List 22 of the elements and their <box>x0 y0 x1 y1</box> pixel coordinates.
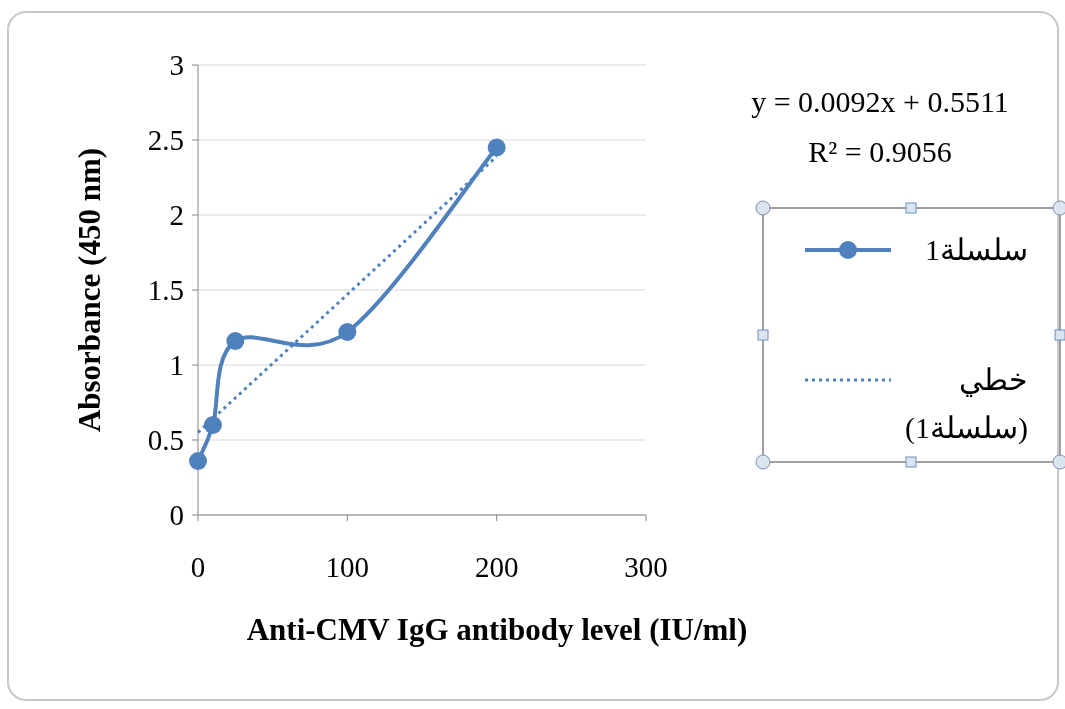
text: y = 0.0092x + 0.5511 <box>751 85 1009 118</box>
y-tick-label: 3 <box>169 49 184 81</box>
y-tick-label: 2.5 <box>147 124 184 156</box>
y-axis-title: Absorbance (450 nm) <box>72 147 107 433</box>
x-tick-label: 0 <box>190 551 206 583</box>
point <box>338 323 357 341</box>
x-tick-label: 300 <box>624 551 668 583</box>
x-axis-title: Anti-CMV IgG antibody level (IU/ml) <box>246 612 748 647</box>
y-tick-label: 1.5 <box>147 274 184 306</box>
point <box>203 416 222 434</box>
y-tick-label: 0.5 <box>147 424 184 456</box>
legend-label: خطي (سلسلة1) <box>905 363 1028 445</box>
point <box>487 138 506 157</box>
point <box>226 332 245 350</box>
legend-label: سلسلة1 <box>925 233 1028 266</box>
x-tick-label: 100 <box>325 551 370 583</box>
point <box>189 452 207 470</box>
y-tick-label: 2 <box>169 199 184 231</box>
y-tick-label: 0 <box>169 499 184 531</box>
y-tick-label: 1 <box>169 349 184 381</box>
x-tick-label: 200 <box>474 551 519 583</box>
text: R² = 0.9056 <box>808 135 952 168</box>
